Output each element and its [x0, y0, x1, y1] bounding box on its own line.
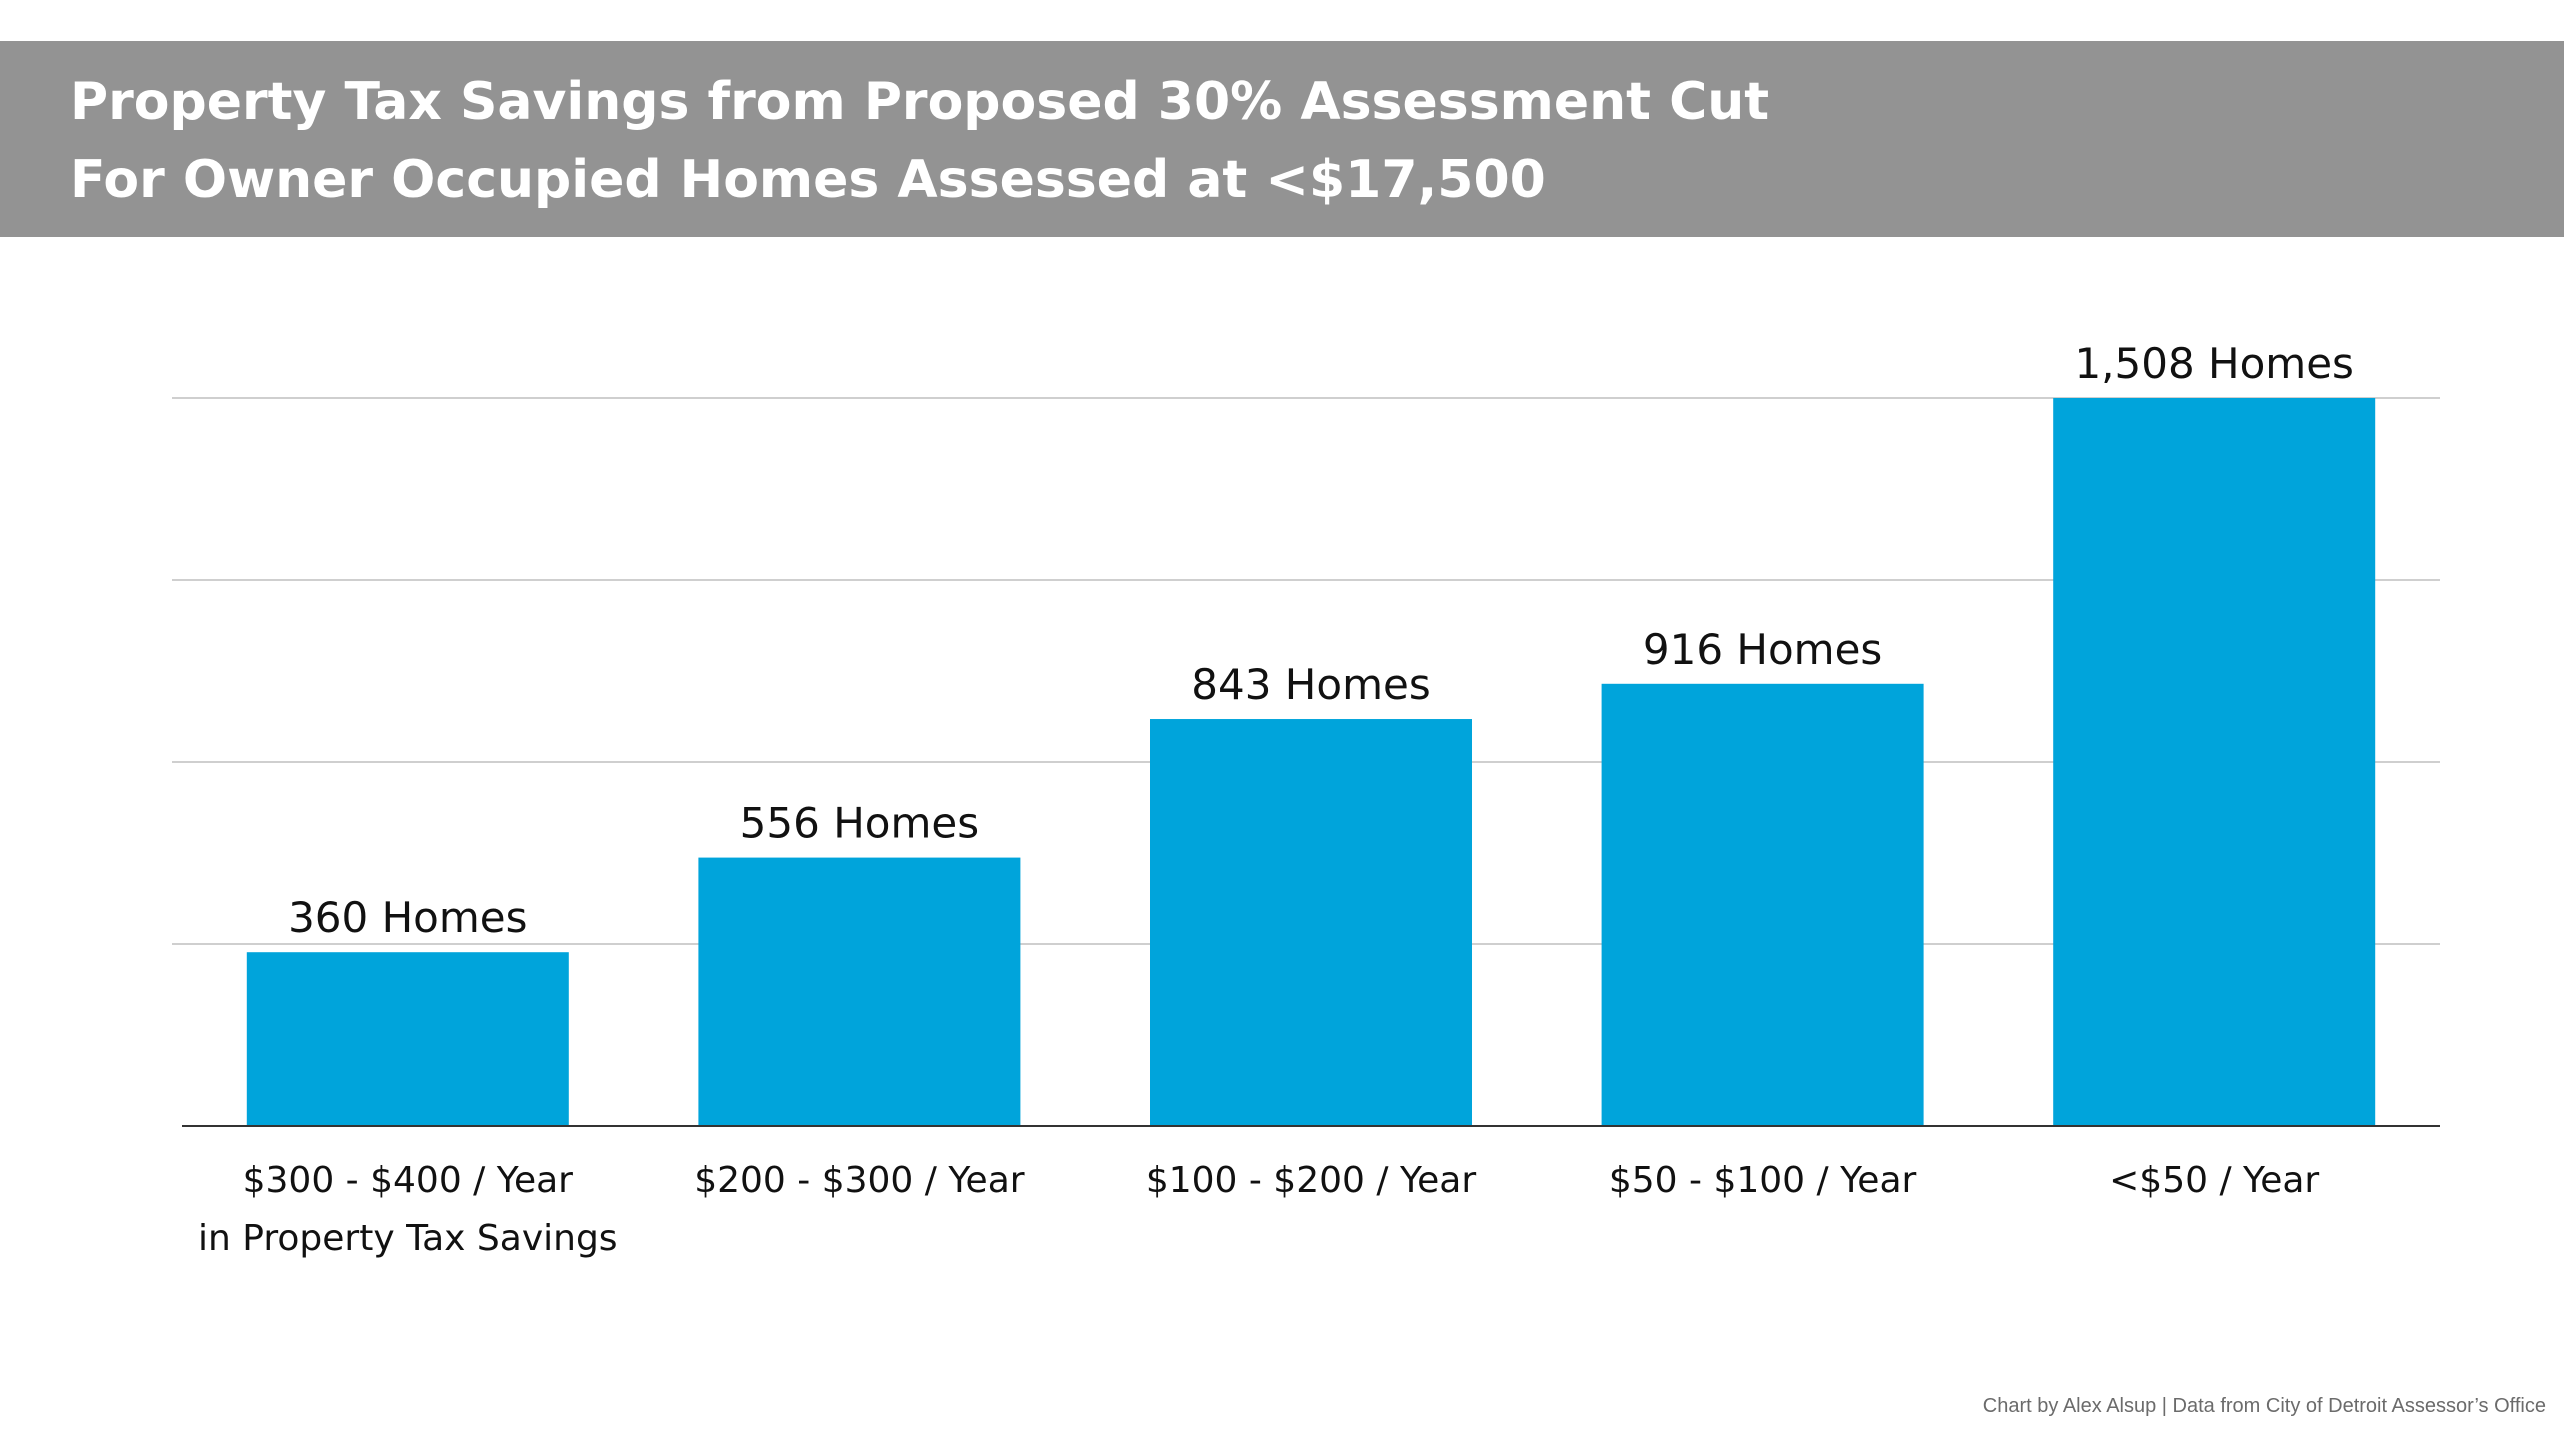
bar-value-label: 916 Homes	[1643, 625, 1882, 674]
x-tick-label: $100 - $200 / Year	[1146, 1160, 1477, 1201]
x-tick-label: $200 - $300 / Year	[694, 1160, 1025, 1201]
bar-value-label: 360 Homes	[288, 893, 527, 942]
x-tick-label: $300 - $400 / Year	[243, 1160, 574, 1201]
bar	[246, 952, 569, 1126]
bar	[698, 857, 1021, 1126]
x-tick-label: $50 - $100 / Year	[1609, 1160, 1917, 1201]
bar-value-label: 1,508 Homes	[2074, 339, 2354, 388]
bar-value-label: 843 Homes	[1191, 660, 1430, 709]
title-bar: Property Tax Savings from Proposed 30% A…	[0, 41, 2564, 237]
bar	[1150, 719, 1472, 1126]
x-tick-label: in Property Tax Savings	[198, 1218, 618, 1259]
bar	[1601, 683, 1924, 1126]
bar	[2053, 398, 2376, 1126]
chart-title-line-1: Property Tax Savings from Proposed 30% A…	[70, 72, 1770, 132]
x-tick-label: <$50 / Year	[2109, 1160, 2319, 1201]
chart-title-line-2: For Owner Occupied Homes Assessed at <$1…	[70, 150, 1546, 210]
chart-credit: Chart by Alex Alsup | Data from City of …	[1982, 1395, 2546, 1417]
bar-value-label: 556 Homes	[740, 799, 979, 848]
